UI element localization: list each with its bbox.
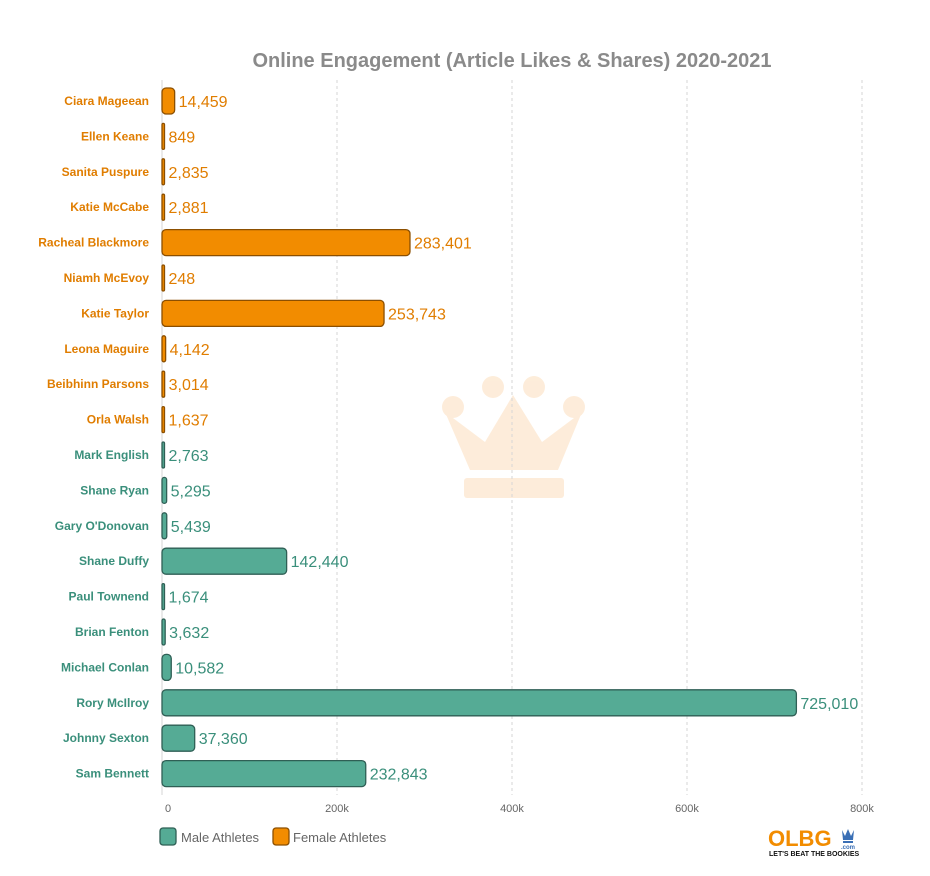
value-label: 5,439	[171, 519, 211, 536]
value-label: 3,632	[169, 625, 209, 642]
legend-label-male: Male Athletes	[181, 830, 260, 845]
value-label: 1,674	[169, 590, 209, 607]
value-label: 283,401	[414, 236, 472, 253]
category-labels: Ciara Mageean Ellen Keane Sanita Puspure Ka…	[38, 94, 149, 781]
category-label: Sam Bennett	[76, 767, 149, 781]
value-label: 849	[169, 129, 196, 146]
value-label: 725,010	[800, 696, 858, 713]
legend-swatch-female	[272, 827, 290, 846]
bar-katie-mccabe	[161, 193, 166, 221]
crown-watermark-icon	[442, 376, 585, 498]
value-label: 10,582	[175, 660, 224, 677]
logo-text: OLBG	[768, 826, 832, 851]
category-label: Michael Conlan	[61, 660, 149, 674]
bar-sanita-puspure	[161, 158, 166, 186]
category-label: Brian Fenton	[75, 625, 149, 639]
category-label: Katie McCabe	[70, 200, 149, 214]
category-label: Gary O'Donovan	[55, 519, 149, 533]
x-axis: 0 200k 400k 600k 800k	[165, 803, 874, 815]
logo-crown-icon	[842, 829, 854, 843]
category-label: Racheal Blackmore	[38, 236, 149, 250]
category-label: Sanita Puspure	[62, 165, 150, 179]
bar-paul-townend	[161, 582, 166, 611]
value-label: 142,440	[291, 554, 349, 571]
bar-johnny-sexton	[161, 724, 196, 752]
bar-rory-mcilroy	[161, 689, 798, 717]
category-label: Shane Duffy	[79, 554, 149, 568]
bar-brian-fenton	[161, 618, 166, 646]
value-label: 5,295	[171, 483, 211, 500]
value-label: 3,014	[169, 377, 209, 394]
legend-label-female: Female Athletes	[293, 830, 387, 845]
bar-katie-taylor	[161, 299, 385, 328]
x-tick-label: 200k	[325, 803, 349, 815]
value-label: 14,459	[179, 94, 228, 111]
value-label: 232,843	[370, 767, 428, 784]
value-label: 37,360	[199, 731, 248, 748]
category-label: Johnny Sexton	[63, 731, 149, 745]
legend-swatch-male	[159, 827, 177, 846]
category-label: Orla Walsh	[87, 413, 149, 427]
logo-tagline: LET'S BEAT THE BOOKIES	[769, 851, 860, 858]
category-label: Niamh McEvoy	[64, 271, 150, 285]
bar-racheal-blackmore	[161, 228, 411, 257]
bar-beibhinn-parsons	[161, 370, 166, 398]
bar-michael-conlan	[161, 653, 172, 682]
x-tick-label: 600k	[675, 803, 699, 815]
category-label: Ellen Keane	[81, 129, 149, 143]
value-label: 2,835	[169, 165, 209, 182]
bar-orla-walsh	[161, 405, 166, 434]
bar-ciara-mageean	[161, 87, 176, 115]
value-label: 248	[169, 271, 196, 288]
value-label: 2,763	[169, 448, 209, 465]
chart-title: Online Engagement (Article Likes & Share…	[252, 50, 771, 72]
bar-shane-duffy	[161, 547, 288, 575]
bar-mark-english	[161, 441, 166, 469]
category-label: Shane Ryan	[80, 483, 149, 497]
value-label: 4,142	[170, 342, 210, 359]
bar-niamh-mcevoy	[161, 264, 166, 292]
bar-shane-ryan	[161, 476, 168, 505]
category-label: Mark English	[74, 448, 149, 462]
bar-gary-o-donovan	[161, 512, 168, 540]
bar-sam-bennett	[161, 759, 367, 788]
bar-leona-maguire	[161, 335, 167, 363]
category-label: Katie Taylor	[81, 306, 149, 320]
category-label: Paul Townend	[69, 590, 149, 604]
x-tick-label: 800k	[850, 803, 874, 815]
x-tick-label: 0	[165, 803, 171, 815]
category-label: Ciara Mageean	[64, 94, 149, 108]
value-labels: 14,459 849 2,835 2,881 283,401 248 253,743 4,14…	[169, 94, 859, 784]
value-label: 253,743	[388, 306, 446, 323]
value-label: 1,637	[169, 413, 209, 430]
category-label: Beibhinn Parsons	[47, 377, 149, 391]
olbg-logo: OLBG .com LET'S BEAT THE BOOKIES	[768, 826, 860, 858]
logo-domain: .com	[841, 845, 855, 851]
bars	[161, 87, 798, 788]
category-label: Rory McIlroy	[76, 696, 149, 710]
legend: Male Athletes Female Athletes	[159, 827, 387, 846]
x-tick-label: 400k	[500, 803, 524, 815]
value-label: 2,881	[169, 200, 209, 217]
category-label: Leona Maguire	[64, 342, 149, 356]
bar-ellen-keane	[161, 122, 166, 151]
